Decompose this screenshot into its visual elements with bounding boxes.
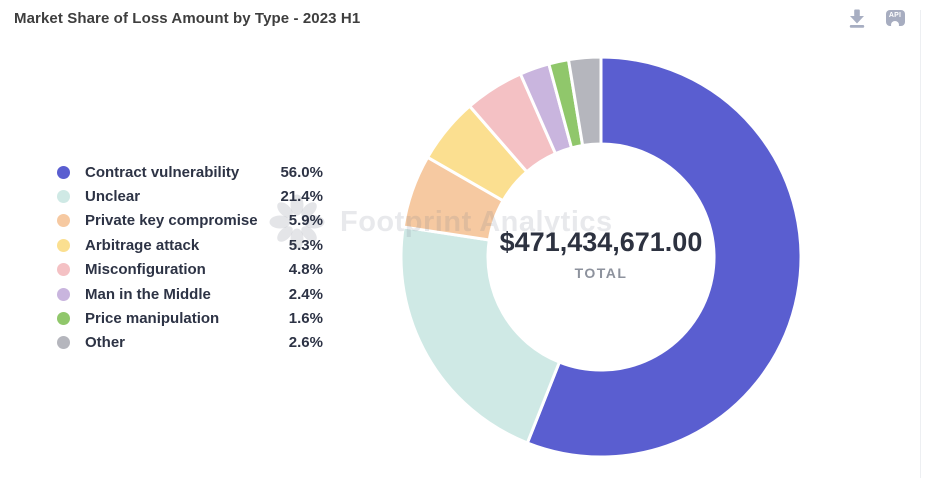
legend-percent: 2.6% <box>289 334 323 351</box>
legend-dot <box>57 214 70 227</box>
legend-label: Unclear <box>85 188 280 205</box>
legend-label: Contract vulnerability <box>85 164 280 181</box>
legend-item-private-key-compromise[interactable]: Private key compromise5.9% <box>57 209 323 233</box>
chart-card: Market Share of Loss Amount by Type - 20… <box>0 0 926 487</box>
api-button[interactable]: API <box>884 7 906 29</box>
download-button[interactable] <box>846 7 868 29</box>
legend-percent: 56.0% <box>280 164 323 181</box>
total-value: $471,434,671.00 <box>441 227 761 258</box>
legend-dot <box>57 239 70 252</box>
legend-percent: 5.9% <box>289 212 323 229</box>
legend-label: Arbitrage attack <box>85 237 289 254</box>
chart-title: Market Share of Loss Amount by Type - 20… <box>14 10 360 27</box>
legend-percent: 5.3% <box>289 237 323 254</box>
legend-label: Misconfiguration <box>85 261 289 278</box>
legend-label: Price manipulation <box>85 310 289 327</box>
api-icon-label: API <box>889 10 901 21</box>
legend-item-arbitrage-attack[interactable]: Arbitrage attack5.3% <box>57 233 323 257</box>
download-icon <box>846 7 868 29</box>
legend-dot <box>57 190 70 203</box>
donut-center: $471,434,671.00 TOTAL <box>441 227 761 281</box>
legend-item-unclear[interactable]: Unclear21.4% <box>57 184 323 208</box>
legend-percent: 21.4% <box>280 188 323 205</box>
api-icon: API <box>886 10 905 26</box>
legend-label: Private key compromise <box>85 212 289 229</box>
legend-dot <box>57 263 70 276</box>
legend-percent: 1.6% <box>289 310 323 327</box>
legend: Contract vulnerability56.0%Unclear21.4%P… <box>57 160 323 355</box>
legend-dot <box>57 336 70 349</box>
legend-label: Other <box>85 334 289 351</box>
legend-dot <box>57 166 70 179</box>
legend-percent: 2.4% <box>289 286 323 303</box>
legend-label: Man in the Middle <box>85 286 289 303</box>
legend-item-misconfiguration[interactable]: Misconfiguration4.8% <box>57 258 323 282</box>
total-label: TOTAL <box>441 265 761 281</box>
legend-item-man-in-the-middle[interactable]: Man in the Middle2.4% <box>57 282 323 306</box>
legend-item-price-manipulation[interactable]: Price manipulation1.6% <box>57 306 323 330</box>
legend-item-other[interactable]: Other2.6% <box>57 331 323 355</box>
legend-item-contract-vulnerability[interactable]: Contract vulnerability56.0% <box>57 160 323 184</box>
legend-percent: 4.8% <box>289 261 323 278</box>
legend-dot <box>57 312 70 325</box>
legend-dot <box>57 288 70 301</box>
card-right-border <box>920 10 921 478</box>
header-toolbar: API <box>846 7 906 29</box>
